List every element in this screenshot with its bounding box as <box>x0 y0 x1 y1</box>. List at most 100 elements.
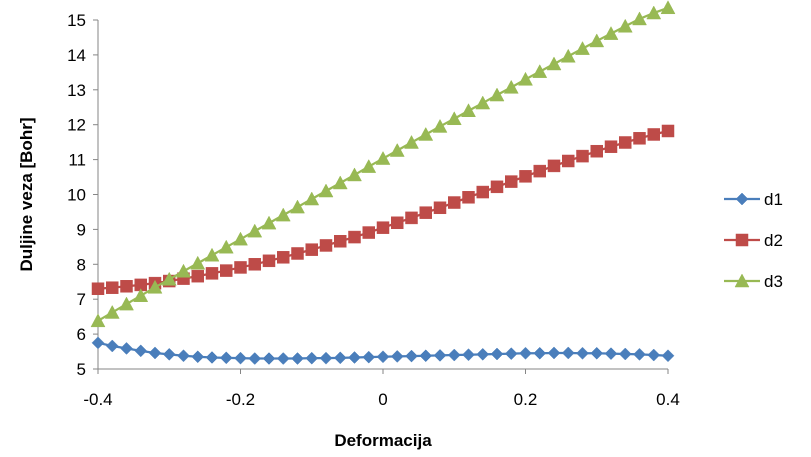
data-point-d1 <box>405 349 418 363</box>
data-point-d3 <box>389 142 405 157</box>
data-point-d1 <box>633 347 646 361</box>
data-point-d3 <box>133 288 149 302</box>
data-point-d2 <box>234 261 247 274</box>
data-point-d3 <box>261 215 277 230</box>
data-point-d3 <box>218 239 234 254</box>
data-point-d3 <box>617 18 633 33</box>
data-point-d2 <box>633 132 646 145</box>
data-point-d1 <box>319 351 333 365</box>
y-tick-label: 13 <box>67 81 86 100</box>
data-point-d3 <box>161 271 177 286</box>
data-point-d3 <box>233 231 248 246</box>
data-point-d2 <box>547 159 561 173</box>
data-point-d1 <box>590 346 604 360</box>
y-tick-label: 15 <box>67 11 86 30</box>
data-point-d2 <box>448 196 461 209</box>
legend-marker <box>734 273 750 288</box>
data-point-d1 <box>433 349 447 362</box>
data-point-d3 <box>589 33 605 48</box>
data-point-d2 <box>248 258 261 271</box>
data-point-d3 <box>632 11 647 26</box>
data-point-d3 <box>461 103 476 117</box>
data-point-d1 <box>362 350 376 364</box>
data-point-d1 <box>390 350 404 363</box>
data-point-d1 <box>376 350 390 364</box>
data-point-d2 <box>348 230 361 244</box>
data-point-d3 <box>361 159 377 173</box>
data-point-d1 <box>476 347 490 361</box>
data-point-d1 <box>219 351 233 365</box>
data-point-d2 <box>376 221 390 234</box>
data-point-d3 <box>404 134 419 149</box>
data-point-d1 <box>504 347 518 360</box>
y-tick-label: 9 <box>77 220 86 239</box>
x-tick-label: 0.2 <box>514 390 538 409</box>
series-d3 <box>90 0 676 328</box>
data-point-d2 <box>319 239 333 252</box>
data-point-d2 <box>505 175 518 188</box>
legend-item-d1: d1 <box>724 190 783 209</box>
data-point-d1 <box>234 351 247 365</box>
data-point-d3 <box>332 175 348 190</box>
data-point-d1 <box>291 352 304 365</box>
legend-marker <box>735 233 749 247</box>
data-point-d3 <box>446 111 462 126</box>
series-layer <box>90 0 676 365</box>
y-tick-label: 12 <box>67 116 86 135</box>
data-point-d2 <box>519 170 532 183</box>
data-point-d1 <box>177 349 190 363</box>
data-point-d1 <box>547 346 561 360</box>
data-point-d2 <box>647 128 660 141</box>
data-point-d1 <box>419 349 433 363</box>
series-d2 <box>91 124 675 295</box>
data-point-d3 <box>518 71 533 86</box>
data-point-d3 <box>375 151 391 165</box>
legend-label: d2 <box>764 231 783 250</box>
data-point-d1 <box>248 352 262 365</box>
data-point-d1 <box>262 352 276 365</box>
data-point-d2 <box>191 269 204 283</box>
legend-label: d1 <box>764 190 783 209</box>
data-point-d1 <box>191 350 205 364</box>
data-point-d1 <box>305 351 319 365</box>
data-point-d2 <box>334 235 347 248</box>
y-tick-label: 14 <box>67 46 86 65</box>
data-point-d3 <box>503 79 519 94</box>
data-point-d3 <box>603 26 619 40</box>
y-axis-title: Duljine veza [Bohr] <box>17 118 36 272</box>
data-point-d1 <box>148 346 162 360</box>
x-tick-label: -0.2 <box>226 390 255 409</box>
data-point-d2 <box>391 216 404 230</box>
data-point-d3 <box>347 167 362 182</box>
data-point-d2 <box>476 185 489 199</box>
data-point-d2 <box>462 191 475 204</box>
data-point-d2 <box>91 282 105 295</box>
x-tick-label: 0 <box>378 390 387 409</box>
data-point-d1 <box>134 344 148 358</box>
data-point-d1 <box>91 336 105 350</box>
legend: d1 d2 d3 <box>724 190 783 291</box>
data-point-d3 <box>546 56 562 71</box>
data-point-d3 <box>646 5 662 20</box>
data-point-d1 <box>348 351 361 364</box>
data-point-d2 <box>106 281 119 294</box>
data-point-d1 <box>561 346 575 360</box>
data-point-d1 <box>604 347 618 360</box>
y-tick-label: 8 <box>77 255 86 274</box>
data-point-d3 <box>660 0 676 15</box>
data-point-d1 <box>462 348 475 362</box>
data-point-d3 <box>147 279 163 294</box>
y-tick-label: 10 <box>67 186 86 205</box>
data-point-d2 <box>277 251 290 264</box>
data-point-d1 <box>490 347 504 361</box>
data-point-d3 <box>176 263 191 278</box>
data-point-d2 <box>604 140 618 153</box>
y-tick-label: 6 <box>77 325 86 344</box>
y-tick-label: 7 <box>77 290 86 309</box>
x-tick-label: 0.4 <box>656 390 680 409</box>
data-point-d1 <box>276 352 290 365</box>
data-point-d1 <box>618 347 632 361</box>
data-point-d1 <box>533 346 547 360</box>
data-point-d1 <box>647 348 661 362</box>
data-point-d2 <box>120 280 133 293</box>
